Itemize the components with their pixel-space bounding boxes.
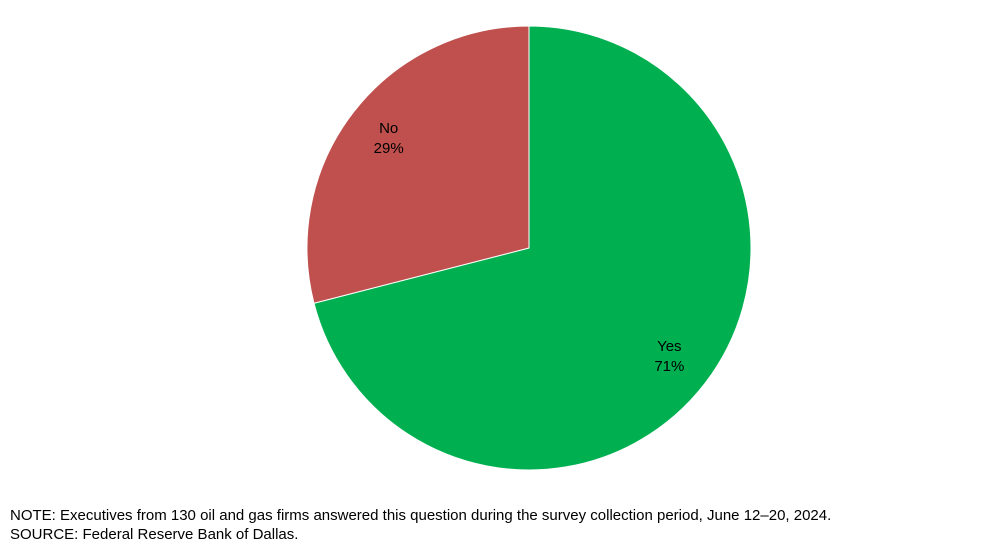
source: SOURCE: Federal Reserve Bank of Dallas.: [10, 526, 298, 543]
slice-label: Yes: [657, 338, 681, 355]
pie-slice: [306, 25, 530, 304]
value-label: 71%: [654, 358, 684, 375]
value-label: 29%: [374, 140, 404, 157]
slice-label: No: [379, 120, 398, 137]
pie-slice: [313, 25, 752, 471]
note: NOTE: Executives from 130 oil and gas fi…: [10, 507, 831, 524]
